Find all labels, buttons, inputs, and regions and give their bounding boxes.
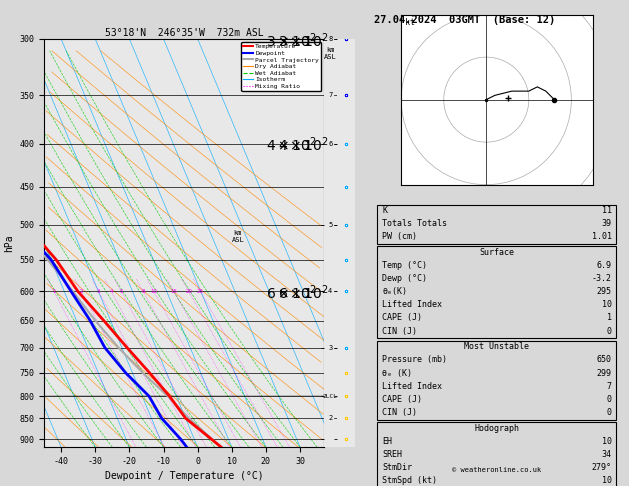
- Text: 7: 7: [606, 382, 611, 391]
- Text: 8: 8: [328, 36, 332, 42]
- Text: 279°: 279°: [592, 463, 611, 472]
- Legend: Temperature, Dewpoint, Parcel Trajectory, Dry Adiabat, Wet Adiabat, Isotherm, Mi: Temperature, Dewpoint, Parcel Trajectory…: [242, 42, 321, 91]
- Text: 299: 299: [597, 368, 611, 378]
- X-axis label: Dewpoint / Temperature (°C): Dewpoint / Temperature (°C): [104, 471, 264, 482]
- Text: 25: 25: [197, 289, 204, 294]
- Text: 0: 0: [606, 327, 611, 335]
- Text: © weatheronline.co.uk: © weatheronline.co.uk: [452, 468, 542, 473]
- Text: 34: 34: [602, 450, 611, 459]
- Text: -3.2: -3.2: [592, 274, 611, 283]
- Text: 10: 10: [602, 437, 611, 446]
- Text: StmDir: StmDir: [382, 463, 412, 472]
- Text: CAPE (J): CAPE (J): [382, 313, 422, 322]
- Text: CIN (J): CIN (J): [382, 408, 417, 417]
- Text: Lifted Index: Lifted Index: [382, 382, 442, 391]
- Y-axis label: hPa: hPa: [4, 234, 14, 252]
- Text: 10: 10: [602, 300, 611, 309]
- Text: 650: 650: [597, 355, 611, 364]
- Bar: [377, 341, 616, 420]
- Title: 53°18'N  246°35'W  732m ASL: 53°18'N 246°35'W 732m ASL: [104, 28, 264, 38]
- Text: 8: 8: [142, 289, 145, 294]
- Text: Temp (°C): Temp (°C): [382, 261, 427, 270]
- Y-axis label: km
ASL: km ASL: [231, 230, 244, 243]
- Text: 4: 4: [109, 289, 113, 294]
- Text: 5: 5: [120, 289, 123, 294]
- Text: 5: 5: [328, 222, 332, 228]
- Text: CAPE (J): CAPE (J): [382, 395, 422, 404]
- Text: Lifted Index: Lifted Index: [382, 300, 442, 309]
- Bar: [377, 205, 616, 244]
- Text: 6.9: 6.9: [597, 261, 611, 270]
- Text: 27.04.2024  03GMT  (Base: 12): 27.04.2024 03GMT (Base: 12): [374, 15, 555, 25]
- Text: 15: 15: [170, 289, 177, 294]
- Text: 39: 39: [602, 219, 611, 228]
- Text: Surface: Surface: [479, 248, 515, 257]
- Text: Totals Totals: Totals Totals: [382, 219, 447, 228]
- Text: 7: 7: [328, 92, 332, 98]
- Text: 1.01: 1.01: [592, 232, 611, 241]
- Text: K: K: [382, 206, 387, 215]
- Bar: [377, 422, 616, 486]
- Bar: [377, 246, 616, 338]
- Text: SREH: SREH: [382, 450, 402, 459]
- Text: 1: 1: [52, 289, 55, 294]
- Text: 6: 6: [328, 140, 332, 147]
- Text: km
ASL: km ASL: [324, 47, 337, 60]
- Text: 3: 3: [328, 345, 332, 350]
- Text: 10: 10: [150, 289, 157, 294]
- Text: 2: 2: [80, 289, 83, 294]
- Text: Pressure (mb): Pressure (mb): [382, 355, 447, 364]
- Text: 3: 3: [97, 289, 101, 294]
- Text: 2: 2: [328, 416, 332, 421]
- Text: 4: 4: [328, 288, 332, 295]
- Text: Hodograph: Hodograph: [474, 424, 520, 433]
- Text: kt: kt: [405, 18, 415, 27]
- Text: 295: 295: [597, 287, 611, 296]
- Text: θₑ (K): θₑ (K): [382, 368, 412, 378]
- Text: Dewp (°C): Dewp (°C): [382, 274, 427, 283]
- Text: 1: 1: [606, 313, 611, 322]
- Text: 2LCL: 2LCL: [323, 394, 338, 399]
- Text: Most Unstable: Most Unstable: [464, 342, 530, 351]
- Text: PW (cm): PW (cm): [382, 232, 417, 241]
- Text: 20: 20: [185, 289, 192, 294]
- Text: θₑ(K): θₑ(K): [382, 287, 407, 296]
- Text: CIN (J): CIN (J): [382, 327, 417, 335]
- Text: 10: 10: [602, 476, 611, 485]
- Text: 0: 0: [606, 395, 611, 404]
- Text: 0: 0: [606, 408, 611, 417]
- Text: EH: EH: [382, 437, 392, 446]
- Text: StmSpd (kt): StmSpd (kt): [382, 476, 437, 485]
- Text: 11: 11: [602, 206, 611, 215]
